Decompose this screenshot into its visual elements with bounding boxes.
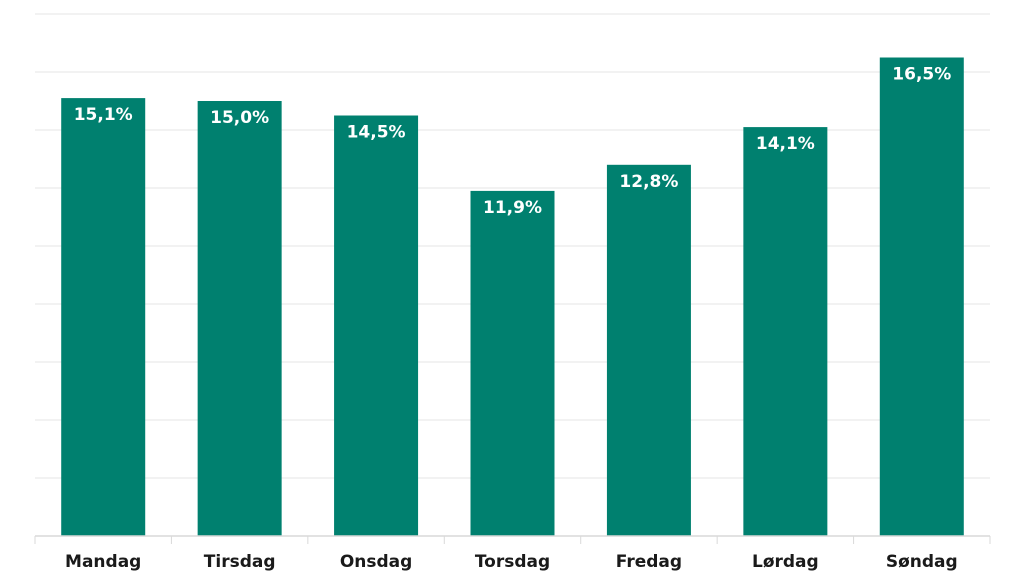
x-tick-label: Lørdag <box>752 552 819 572</box>
x-axis <box>34 535 991 544</box>
bar <box>334 115 419 536</box>
bar <box>879 57 964 536</box>
x-tick-label: Fredag <box>616 552 682 572</box>
bar <box>61 98 146 536</box>
bar <box>606 164 691 537</box>
bar <box>197 101 282 536</box>
labels: 15,1% Mandag 15,0% Tirsdag 14,5% Onsdag 11,9% T… <box>65 65 958 573</box>
bar <box>470 190 555 536</box>
bars <box>61 57 964 537</box>
data-label: 14,1% <box>756 134 815 154</box>
x-tick-label: Onsdag <box>340 552 412 572</box>
x-tick-label: Torsdag <box>475 552 550 572</box>
data-label: 14,5% <box>347 123 406 143</box>
x-tick-label: Tirsdag <box>204 552 276 572</box>
x-tick-label: Mandag <box>65 552 141 572</box>
data-label: 16,5% <box>892 65 951 85</box>
x-tick-label: Søndag <box>886 552 958 572</box>
bar <box>743 127 828 536</box>
data-label: 15,0% <box>210 108 269 128</box>
data-label: 15,1% <box>74 105 133 125</box>
data-label: 11,9% <box>483 198 542 218</box>
data-label: 12,8% <box>619 172 678 192</box>
